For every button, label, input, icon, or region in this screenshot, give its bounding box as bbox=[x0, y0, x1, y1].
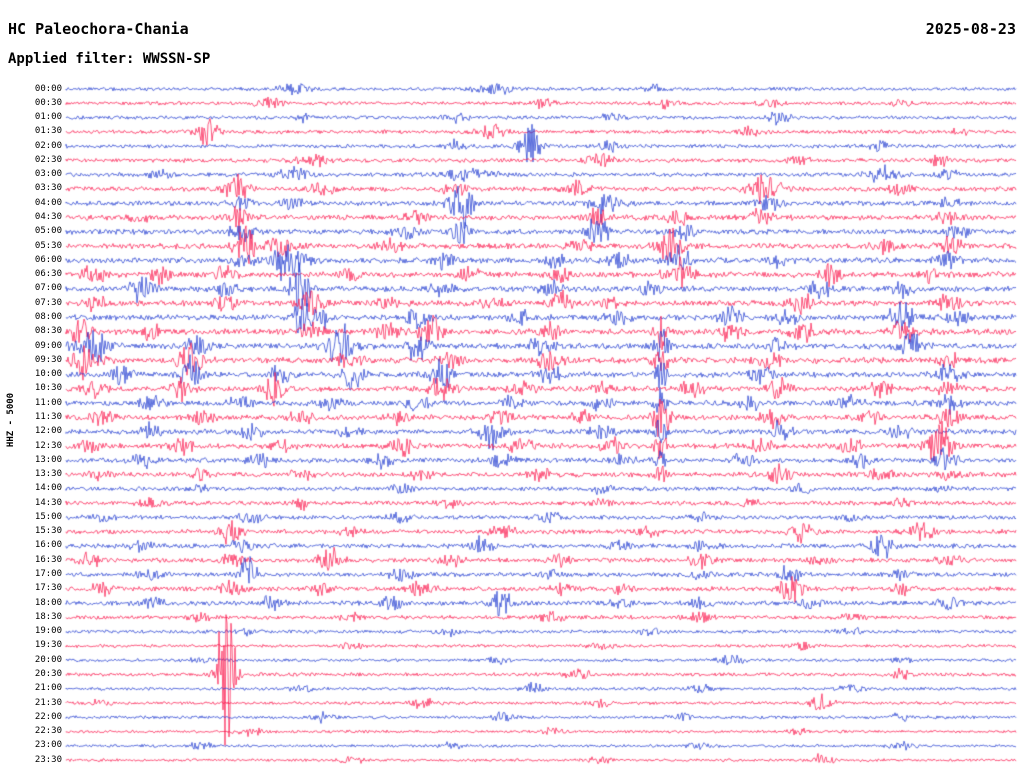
helicorder-page: HC Paleochora-Chania 2025-08-23 Applied … bbox=[0, 0, 1024, 780]
seismogram-canvas bbox=[0, 0, 1024, 780]
